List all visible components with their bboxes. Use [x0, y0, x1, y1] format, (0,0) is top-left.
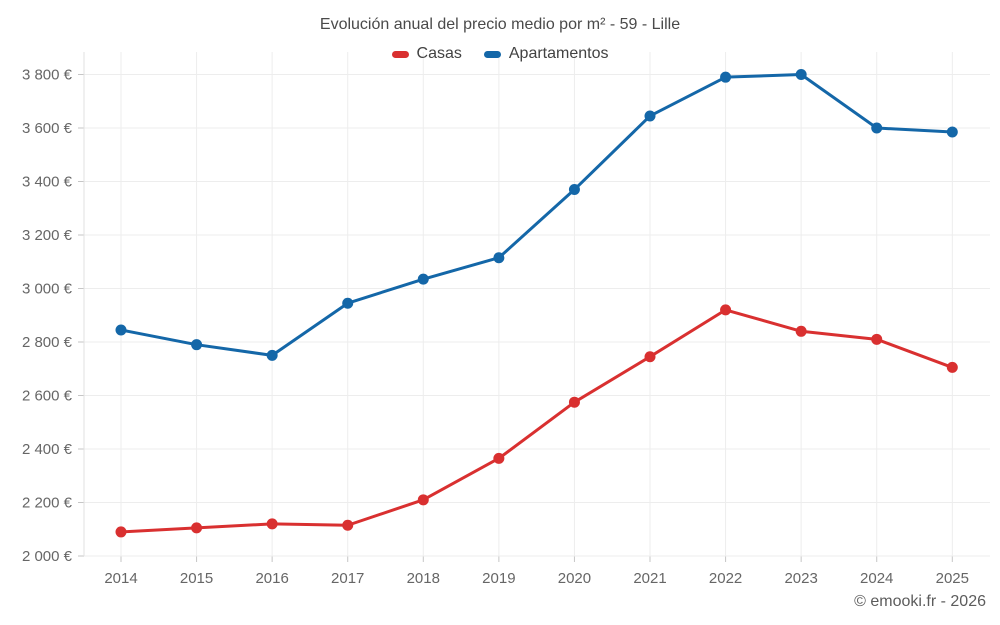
y-axis-tick-label: 2 800 € [22, 334, 73, 351]
data-point-apartamentos-2014[interactable] [115, 324, 127, 336]
copyright-credit: © emooki.fr - 2026 [854, 593, 986, 610]
data-point-casas-2021[interactable] [644, 351, 656, 363]
legend: Casas Apartamentos [0, 45, 1000, 63]
x-axis-tick-label: 2018 [407, 570, 440, 587]
data-point-apartamentos-2022[interactable] [720, 71, 732, 83]
x-axis-tick-label: 2014 [104, 570, 137, 587]
legend-swatch-casas [391, 50, 409, 58]
data-point-casas-2023[interactable] [795, 325, 807, 337]
legend-item-casas[interactable]: Casas [391, 45, 462, 63]
data-point-casas-2016[interactable] [266, 518, 278, 530]
data-point-casas-2022[interactable] [720, 304, 732, 316]
x-axis-tick-label: 2023 [784, 570, 817, 587]
data-point-casas-2015[interactable] [191, 522, 203, 534]
x-axis-tick-label: 2024 [860, 570, 893, 587]
data-point-casas-2020[interactable] [568, 396, 580, 408]
data-point-apartamentos-2018[interactable] [417, 273, 429, 285]
legend-label-apartamentos: Apartamentos [508, 45, 609, 62]
legend-swatch-apartamentos [483, 50, 501, 58]
data-point-apartamentos-2015[interactable] [191, 339, 203, 351]
legend-label-casas: Casas [416, 45, 462, 62]
x-axis-tick-label: 2022 [709, 570, 742, 587]
chart-title: Evolución anual del precio medio por m² … [319, 16, 681, 33]
data-point-apartamentos-2019[interactable] [493, 252, 505, 264]
x-axis-tick-label: 2020 [558, 570, 591, 587]
data-point-casas-2014[interactable] [115, 526, 127, 538]
data-point-apartamentos-2023[interactable] [795, 69, 807, 80]
data-point-apartamentos-2021[interactable] [644, 110, 656, 122]
x-axis-tick-label: 2025 [936, 570, 969, 587]
y-axis-tick-label: 3 800 € [22, 67, 73, 84]
x-axis-tick-label: 2016 [255, 570, 288, 587]
series-line-casas [119, 308, 954, 534]
x-axis-tick-label: 2017 [331, 570, 364, 587]
y-axis-tick-label: 3 000 € [22, 281, 73, 298]
x-axis-tick-label: 2019 [482, 570, 515, 587]
y-axis-tick-label: 2 200 € [22, 495, 73, 512]
legend-item-apartamentos[interactable]: Apartamentos [483, 45, 609, 63]
data-point-apartamentos-2025[interactable] [946, 126, 958, 138]
x-axis-tick-label: 2015 [180, 570, 213, 587]
data-point-apartamentos-2020[interactable] [568, 184, 580, 196]
y-axis-tick-label: 3 200 € [22, 227, 73, 244]
data-point-apartamentos-2017[interactable] [342, 297, 354, 309]
data-point-casas-2024[interactable] [871, 333, 883, 345]
y-axis-tick-label: 3 600 € [22, 120, 73, 137]
y-axis-tick-label: 3 400 € [22, 174, 73, 191]
data-point-apartamentos-2016[interactable] [266, 349, 278, 361]
y-axis-tick-label: 2 600 € [22, 388, 73, 405]
x-axis-tick-label: 2021 [633, 570, 666, 587]
data-point-casas-2019[interactable] [493, 452, 505, 464]
data-point-casas-2017[interactable] [342, 519, 354, 531]
series-line-apartamentos [119, 73, 954, 357]
data-point-casas-2025[interactable] [946, 361, 958, 373]
data-point-apartamentos-2024[interactable] [871, 122, 883, 134]
data-point-casas-2018[interactable] [417, 494, 429, 506]
y-axis-tick-label: 2 000 € [22, 548, 73, 565]
y-axis-tick-label: 2 400 € [22, 441, 73, 458]
